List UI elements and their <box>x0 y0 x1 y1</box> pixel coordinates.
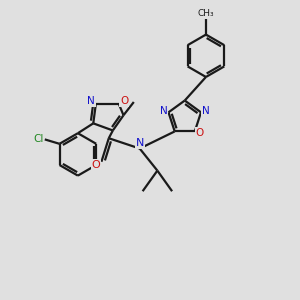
Text: N: N <box>202 106 210 116</box>
Text: CH₃: CH₃ <box>198 10 214 19</box>
Text: N: N <box>160 106 167 116</box>
Text: O: O <box>92 160 100 170</box>
Text: N: N <box>136 138 144 148</box>
Text: O: O <box>196 128 204 138</box>
Text: N: N <box>87 96 95 106</box>
Text: O: O <box>120 96 128 106</box>
Text: Cl: Cl <box>33 134 44 144</box>
